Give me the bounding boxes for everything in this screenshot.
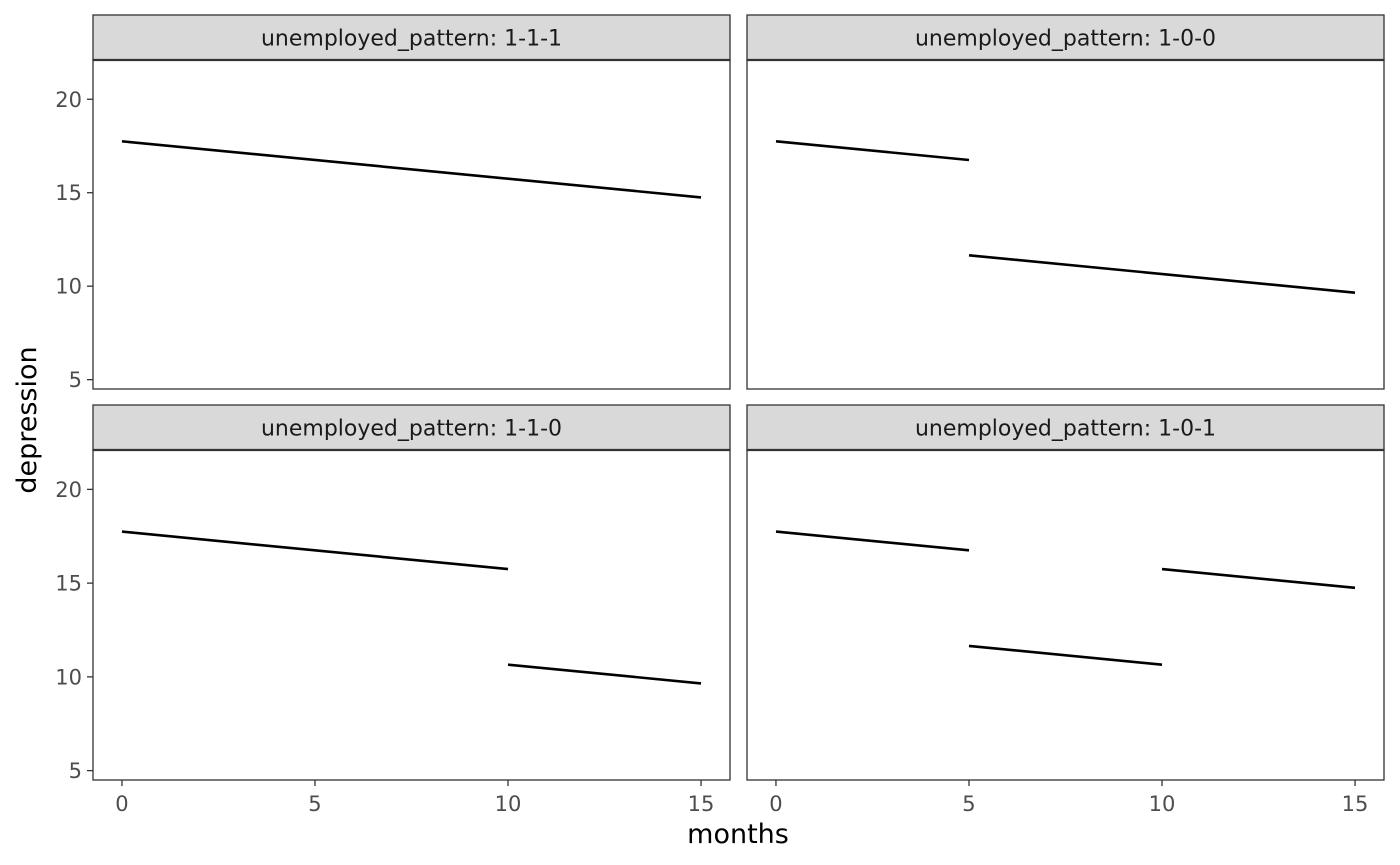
y-tick-label: 20 [55, 88, 82, 112]
trajectory-segment [1161, 567, 1356, 590]
x-tick-label: 10 [1149, 792, 1176, 816]
y-axis-title: depression [12, 346, 43, 493]
y-tick-label: 5 [69, 759, 82, 783]
facet-strip-label: unemployed_pattern: 1-0-1 [915, 417, 1216, 442]
facet-panel: unemployed_pattern: 1-0-1 0 5 10 15 [746, 404, 1385, 816]
y-tick-label: 5 [69, 368, 82, 392]
facet-strip-label: unemployed_pattern: 1-0-0 [915, 27, 1216, 52]
x-axis-title: months [687, 819, 789, 850]
trajectory-segment [775, 530, 970, 552]
y-tick-label: 20 [55, 478, 82, 502]
y-tick-label: 10 [55, 275, 82, 299]
trajectory-segment [775, 140, 970, 162]
trajectory-segment [507, 663, 702, 685]
x-tick-label: 10 [495, 792, 522, 816]
panel-border [92, 449, 731, 781]
x-tick-label: 15 [1342, 792, 1369, 816]
x-tick-label: 15 [688, 792, 715, 816]
panel-border [746, 449, 1385, 781]
facet-panel: unemployed_pattern: 1-0-0 [746, 14, 1385, 390]
facet-strip [746, 14, 1385, 61]
facet-strip-label: unemployed_pattern: 1-1-1 [261, 27, 562, 52]
facet-strip [746, 404, 1385, 451]
facet-strip [92, 14, 731, 61]
x-tick-label: 0 [769, 792, 782, 816]
facet-panel: unemployed_pattern: 1-1-0 5 10 15 20 0 5 10 15 [55, 404, 731, 816]
y-tick-label: 15 [55, 572, 82, 596]
x-tick-label: 0 [115, 792, 128, 816]
panel-border [92, 59, 731, 390]
facet-panel: unemployed_pattern: 1-1-1 5 10 15 20 [55, 14, 731, 392]
trajectory-segment [968, 644, 1163, 666]
panel-border [746, 59, 1385, 390]
x-tick-label: 5 [308, 792, 321, 816]
trajectory-segment [121, 530, 509, 571]
trajectory-segment [121, 140, 702, 199]
facet-strip-label: unemployed_pattern: 1-1-0 [261, 417, 562, 442]
x-tick-label: 5 [962, 792, 975, 816]
y-tick-label: 10 [55, 665, 82, 689]
facet-panels: unemployed_pattern: 1-1-15101520unemploy… [55, 14, 1385, 816]
trajectory-segment [968, 254, 1356, 294]
y-tick-label: 15 [55, 181, 82, 205]
